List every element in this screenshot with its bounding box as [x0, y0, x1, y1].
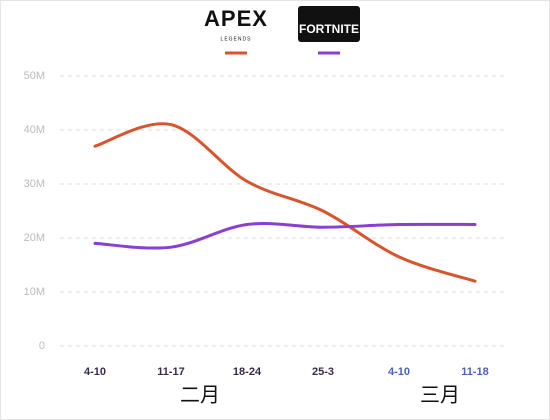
y-tick-label: 40M: [24, 124, 45, 136]
month-label: 二月: [180, 383, 220, 407]
x-tick-label: 11-18: [461, 366, 489, 378]
x-tick-label: 4-10: [388, 366, 410, 378]
x-tick-label: 11-17: [157, 366, 185, 378]
x-tick-label: 18-24: [233, 366, 262, 378]
y-tick-label: 20M: [24, 232, 45, 244]
legend-label: APEX: [204, 6, 268, 31]
legend-tagline: LEGENDS: [221, 36, 252, 42]
x-tick-label: 25-3: [312, 366, 334, 378]
series-line: [93, 122, 477, 283]
legend-label: FORTNITE: [299, 22, 359, 36]
y-tick-label: 0: [39, 340, 45, 352]
month-label: 三月: [420, 383, 460, 407]
y-tick-label: 50M: [24, 70, 45, 82]
series-line: [93, 221, 477, 250]
x-tick-label: 4-10: [84, 366, 106, 378]
legend-logo: [298, 6, 360, 42]
y-tick-label: 30M: [24, 178, 45, 190]
y-tick-label: 10M: [24, 286, 45, 298]
